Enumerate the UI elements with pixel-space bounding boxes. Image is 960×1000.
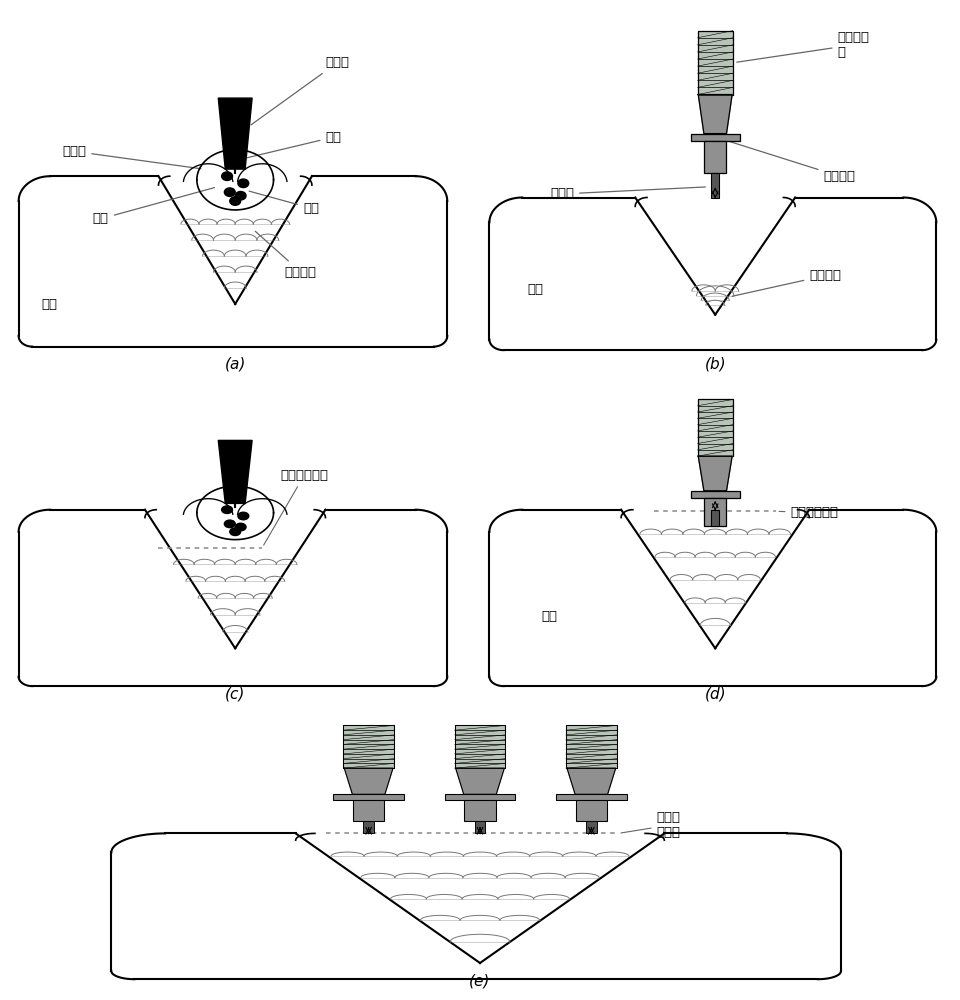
Polygon shape [345,768,393,794]
Text: 母材: 母材 [527,283,543,296]
Text: 超声冲击表面: 超声冲击表面 [780,506,838,519]
Bar [363,821,374,833]
Bar [586,821,597,833]
Circle shape [222,172,232,180]
Bar [455,725,505,768]
Text: 冲击针: 冲击针 [550,187,706,200]
Text: 焊丝: 焊丝 [247,131,342,158]
Bar [705,141,726,173]
Bar [711,173,719,198]
Text: 波导结构: 波导结构 [730,142,855,183]
Circle shape [225,188,235,196]
Circle shape [222,506,232,513]
Bar [576,800,607,821]
Bar [474,821,486,833]
Text: 电弧: 电弧 [93,188,214,225]
Circle shape [238,512,249,520]
Text: 保护气: 保护气 [62,145,201,169]
Bar [444,794,516,800]
Polygon shape [567,768,615,794]
Circle shape [225,520,235,528]
Text: (a): (a) [225,356,246,371]
Bar [465,800,495,821]
Bar [690,491,740,498]
Text: 母材: 母材 [541,610,557,623]
Circle shape [235,191,246,200]
Bar [690,134,740,141]
Bar [333,794,404,800]
Bar [556,794,627,800]
Bar [698,399,732,456]
Polygon shape [698,456,732,491]
Bar [344,725,394,768]
Circle shape [229,197,241,205]
Text: 超声冲击表面: 超声冲击表面 [264,469,328,545]
Text: (d): (d) [705,687,726,702]
Text: (e): (e) [469,974,491,989]
Bar [566,725,616,768]
Circle shape [238,179,249,188]
Circle shape [235,523,246,531]
Bar [705,498,726,526]
Text: 超声换能
器: 超声换能 器 [736,31,870,62]
Text: 熔滴: 熔滴 [250,191,319,215]
Polygon shape [456,768,504,794]
Polygon shape [698,95,732,134]
Polygon shape [218,440,252,503]
Circle shape [229,528,241,536]
Text: 母材: 母材 [41,298,58,310]
Text: (b): (b) [705,356,726,371]
Text: 超声冲
击表面: 超声冲 击表面 [621,811,681,839]
Text: 填充金属: 填充金属 [732,269,841,296]
Bar [353,800,384,821]
Bar [711,510,719,526]
Polygon shape [218,98,252,169]
Text: 导电嘴: 导电嘴 [251,56,349,125]
Text: (c): (c) [225,687,246,702]
Text: 填充金属: 填充金属 [255,231,317,279]
Bar [698,31,732,95]
